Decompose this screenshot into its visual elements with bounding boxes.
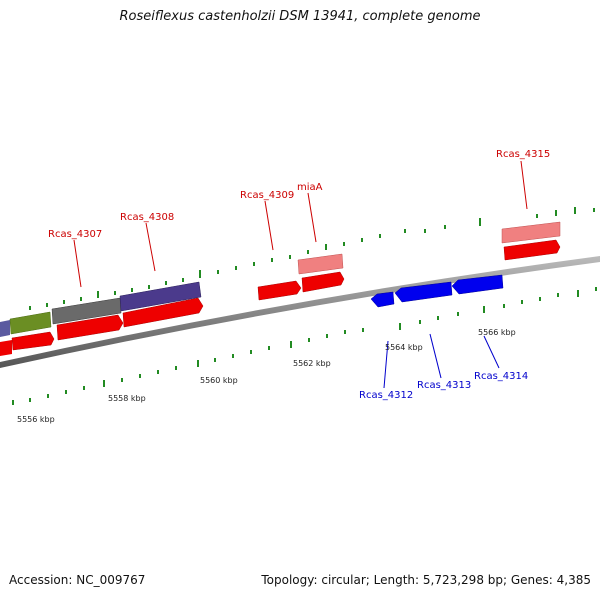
gene-labels: Rcas_4307 Rcas_4308 Rcas_4309 miaA Rcas_… [48,149,550,401]
label-leader-lines [73,160,528,389]
inner-tick-ring [12,287,597,405]
gene-blue-rcas-4314 [451,274,504,295]
reverse-strand-genes[interactable] [370,274,504,308]
scale-label-5566: 5566 kbp [478,328,516,337]
gene-label-rcas-4309: Rcas_4309 [240,190,294,201]
gene-red-miaA [301,271,345,293]
gene-blue-rcas-4312 [370,291,395,308]
feature-miaA-outer [297,253,344,275]
gene-dark-gray [51,297,122,325]
genome-summary-text: Topology: circular; Length: 5,723,298 bp… [261,573,591,587]
gene-red-small-left [0,340,12,356]
scale-label-5562: 5562 kbp [293,359,331,368]
accession-text: Accession: NC_009767 [9,573,146,587]
gene-red-rcas-4309 [257,280,302,301]
gene-label-rcas-4307: Rcas_4307 [48,229,102,240]
genome-backbone [0,256,600,368]
gene-label-rcas-4315: Rcas_4315 [496,149,550,160]
gene-label-miaA: miaA [297,182,323,193]
gene-red-b [56,314,124,341]
gene-red-c [122,297,204,328]
gene-green [9,311,52,335]
gene-rcas-4308-body [119,281,202,312]
scale-labels: 5556 kbp 5558 kbp 5560 kbp 5562 kbp 5564… [17,328,516,424]
gene-red-rcas-4315 [503,239,561,261]
outer-tick-ring [29,207,595,310]
gene-blue-rcas-4313 [394,281,453,303]
feature-rcas-4315-outer [501,221,561,244]
scale-label-5560: 5560 kbp [200,376,238,385]
scale-label-5558: 5558 kbp [108,394,146,403]
outer-forward-features[interactable] [297,221,561,275]
gene-label-rcas-4312: Rcas_4312 [359,390,413,401]
gene-left-gray [0,320,10,337]
scale-label-5556: 5556 kbp [17,415,55,424]
forward-strand-genes[interactable] [0,239,561,356]
gene-label-rcas-4308: Rcas_4308 [120,212,174,223]
scale-label-5564: 5564 kbp [385,343,423,352]
gene-label-rcas-4313: Rcas_4313 [417,380,471,391]
map-title: Roseiflexus castenholzii DSM 13941, comp… [119,9,481,24]
gene-label-rcas-4314: Rcas_4314 [474,371,528,382]
gene-red-a [11,331,55,351]
